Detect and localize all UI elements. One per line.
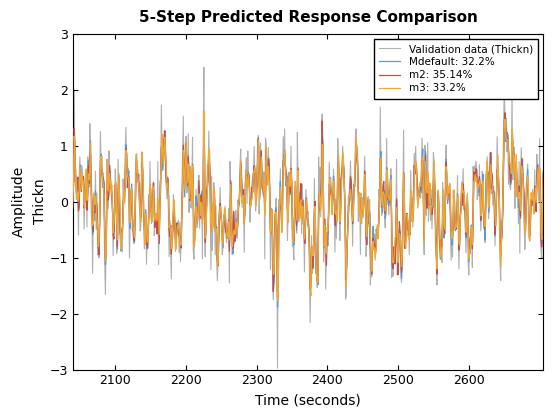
m3: 33.2%: (2.04e+03, 0.0079): 33.2%: (2.04e+03, 0.0079) — [69, 199, 76, 204]
Title: 5-Step Predicted Response Comparison: 5-Step Predicted Response Comparison — [138, 10, 478, 26]
m3: 33.2%: (2.58e+03, -0.585): 33.2%: (2.58e+03, -0.585) — [449, 232, 456, 237]
Validation data (Thickn) — [274, 366, 281, 371]
X-axis label: Time (seconds): Time (seconds) — [255, 393, 361, 407]
m2: 35.14%: (2.42e+03, 0.0139): 35.14%: (2.42e+03, 0.0139) — [342, 198, 348, 203]
m2: 35.14%: (2.56e+03, -0.901): 35.14%: (2.56e+03, -0.901) — [437, 249, 444, 255]
Y-axis label: Thickn: Thickn — [33, 179, 47, 224]
Mdefault: 32.2%: (2.43e+03, -0.883): 32.2%: (2.43e+03, -0.883) — [342, 249, 349, 254]
Line: Mdefault: 32.2%: Mdefault: 32.2% — [73, 116, 543, 307]
Text: Amplitude: Amplitude — [12, 166, 26, 237]
Legend: Validation data (Thickn), Mdefault: 32.2%, m2: 35.14%, m3: 33.2%: Validation data (Thickn), Mdefault: 32.2… — [374, 39, 538, 99]
m3: 33.2%: (2.33e+03, -1.77): 33.2%: (2.33e+03, -1.77) — [274, 299, 281, 304]
m3: 33.2%: (2.68e+03, 0.489): 33.2%: (2.68e+03, 0.489) — [519, 172, 526, 177]
m2: 35.14%: (2.27e+03, -0.393): 35.14%: (2.27e+03, -0.393) — [235, 221, 241, 226]
m2: 35.14%: (2.7e+03, 0.472): 35.14%: (2.7e+03, 0.472) — [540, 173, 547, 178]
Mdefault: 32.2%: (2.27e+03, -0.0438): 32.2%: (2.27e+03, -0.0438) — [235, 202, 242, 207]
m3: 33.2%: (2.23e+03, 1.62): 33.2%: (2.23e+03, 1.62) — [200, 108, 207, 113]
Mdefault: 32.2%: (2.04e+03, 0.138): 32.2%: (2.04e+03, 0.138) — [69, 192, 76, 197]
Mdefault: 32.2%: (2.33e+03, -1.88): 32.2%: (2.33e+03, -1.88) — [274, 304, 281, 310]
m3: 33.2%: (2.5e+03, -0.487): 33.2%: (2.5e+03, -0.487) — [394, 226, 400, 231]
Mdefault: 32.2%: (2.5e+03, -0.598): 32.2%: (2.5e+03, -0.598) — [394, 233, 400, 238]
m3: 33.2%: (2.7e+03, 0.494): 33.2%: (2.7e+03, 0.494) — [540, 171, 547, 176]
Validation data (Thickn) — [438, 239, 445, 244]
m2: 35.14%: (2.58e+03, -0.512): 35.14%: (2.58e+03, -0.512) — [449, 228, 455, 233]
m2: 35.14%: (2.33e+03, -1.7): 35.14%: (2.33e+03, -1.7) — [274, 294, 281, 299]
Mdefault: 32.2%: (2.7e+03, 0.545): 32.2%: (2.7e+03, 0.545) — [540, 168, 547, 173]
Validation data (Thickn) — [200, 65, 207, 70]
Validation data (Thickn) — [342, 297, 349, 302]
m3: 33.2%: (2.56e+03, -0.879): 33.2%: (2.56e+03, -0.879) — [438, 248, 445, 253]
Line: m3: 33.2%: m3: 33.2% — [73, 111, 543, 301]
m2: 35.14%: (2.5e+03, 0.0478): 35.14%: (2.5e+03, 0.0478) — [393, 197, 400, 202]
Validation data (Thickn) — [540, 170, 547, 175]
Validation data (Thickn) — [519, 157, 526, 162]
Mdefault: 32.2%: (2.56e+03, -0.811): 32.2%: (2.56e+03, -0.811) — [438, 244, 445, 249]
Line: Validation data (Thickn): Validation data (Thickn) — [73, 67, 543, 368]
Validation data (Thickn) — [69, 199, 76, 204]
m2: 35.14%: (2.04e+03, -0.112): 35.14%: (2.04e+03, -0.112) — [69, 205, 76, 210]
Validation data (Thickn) — [449, 255, 456, 260]
Line: m2: 35.14%: m2: 35.14% — [73, 113, 543, 297]
Validation data (Thickn) — [394, 272, 400, 277]
Mdefault: 32.2%: (2.23e+03, 1.53): 32.2%: (2.23e+03, 1.53) — [200, 113, 207, 118]
m3: 33.2%: (2.43e+03, -0.786): 33.2%: (2.43e+03, -0.786) — [342, 243, 349, 248]
Validation data (Thickn) — [235, 202, 242, 207]
Mdefault: 32.2%: (2.58e+03, -0.767): 32.2%: (2.58e+03, -0.767) — [449, 242, 456, 247]
Mdefault: 32.2%: (2.68e+03, 0.557): 32.2%: (2.68e+03, 0.557) — [519, 168, 526, 173]
m2: 35.14%: (2.65e+03, 1.59): 35.14%: (2.65e+03, 1.59) — [502, 110, 508, 115]
m2: 35.14%: (2.68e+03, 0.541): 35.14%: (2.68e+03, 0.541) — [519, 169, 526, 174]
m3: 33.2%: (2.27e+03, -0.0414): 33.2%: (2.27e+03, -0.0414) — [235, 202, 242, 207]
